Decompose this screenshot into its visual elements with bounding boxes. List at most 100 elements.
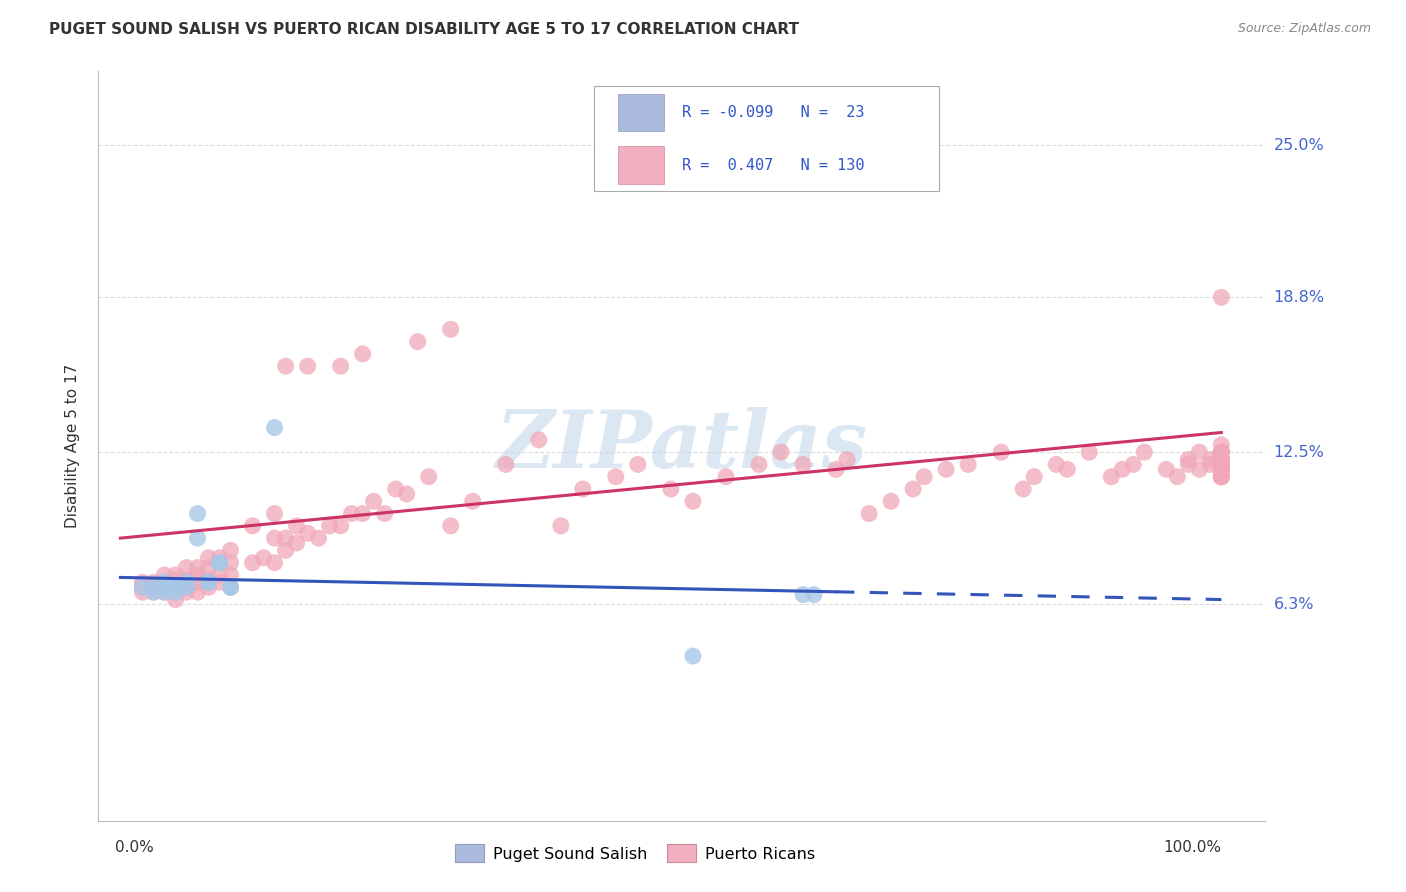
Point [176,580,198,594]
Point [1211,462,1233,476]
Point [329,519,352,533]
Point [1211,445,1233,459]
Point [297,526,319,541]
Point [197,560,219,574]
Point [440,322,463,336]
Point [208,550,231,565]
Point [803,588,825,602]
Point [318,519,340,533]
Point [242,556,264,570]
Point [395,487,418,501]
Text: 0.0%: 0.0% [115,840,153,855]
Point [363,494,385,508]
Point [263,507,285,521]
FancyBboxPatch shape [617,146,665,184]
Point [1211,462,1233,476]
Point [153,580,176,594]
Point [1211,462,1233,476]
Point [165,592,187,607]
Point [1211,462,1233,476]
Point [1199,452,1222,467]
Point [208,575,231,590]
Point [1111,462,1133,476]
Text: 25.0%: 25.0% [1274,137,1324,153]
Point [1045,458,1067,472]
Point [165,568,187,582]
Point [880,494,903,508]
Y-axis label: Disability Age 5 to 17: Disability Age 5 to 17 [65,364,80,528]
Point [142,585,165,599]
Point [142,580,165,594]
Point [153,585,176,599]
Point [550,519,572,533]
Point [1211,445,1233,459]
Point [682,494,704,508]
Point [340,507,363,521]
Point [1211,452,1233,467]
Point [219,543,242,558]
Point [186,560,208,574]
Point [769,445,792,459]
Point [1211,458,1233,472]
Point [1211,469,1233,483]
Point [165,585,187,599]
Point [165,580,187,594]
Point [1211,458,1233,472]
Point [1122,458,1144,472]
Point [1211,458,1233,472]
Point [1211,438,1233,452]
Point [1211,458,1233,472]
Point [329,359,352,373]
Point [197,573,219,587]
Point [714,469,737,483]
Point [165,580,187,594]
Point [153,575,176,590]
Point [131,575,153,590]
Point [285,519,308,533]
Text: 100.0%: 100.0% [1163,840,1222,855]
Point [440,519,463,533]
Point [219,580,242,594]
Point [197,575,219,590]
Point [858,507,880,521]
Point [352,347,374,361]
Point [406,334,429,349]
Point [1211,462,1233,476]
Point [1177,458,1199,472]
Point [186,575,208,590]
Point [1211,469,1233,483]
Point [131,580,153,594]
Legend: Puget Sound Salish, Puerto Ricans: Puget Sound Salish, Puerto Ricans [449,838,821,869]
Point [285,536,308,550]
Point [274,359,297,373]
Point [153,580,176,594]
Text: 18.8%: 18.8% [1274,290,1324,305]
Point [197,550,219,565]
Point [208,568,231,582]
FancyBboxPatch shape [617,94,665,131]
Point [912,469,935,483]
Point [263,420,285,434]
Text: 12.5%: 12.5% [1274,444,1324,459]
Text: R =  0.407   N = 130: R = 0.407 N = 130 [682,158,865,172]
Point [835,452,858,467]
Point [1133,445,1156,459]
Point [1211,469,1233,483]
Point [1156,462,1178,476]
Point [1078,445,1101,459]
Text: 6.3%: 6.3% [1274,597,1315,612]
Point [165,585,187,599]
Point [990,445,1012,459]
Point [176,573,198,587]
Point [1166,469,1188,483]
Point [131,580,153,594]
Point [297,359,319,373]
Point [186,568,208,582]
Point [792,588,814,602]
Point [308,531,330,545]
Point [1211,462,1233,476]
Point [176,575,198,590]
Text: PUGET SOUND SALISH VS PUERTO RICAN DISABILITY AGE 5 TO 17 CORRELATION CHART: PUGET SOUND SALISH VS PUERTO RICAN DISAB… [49,22,799,37]
Point [825,462,848,476]
Text: R = -0.099   N =  23: R = -0.099 N = 23 [682,105,865,120]
